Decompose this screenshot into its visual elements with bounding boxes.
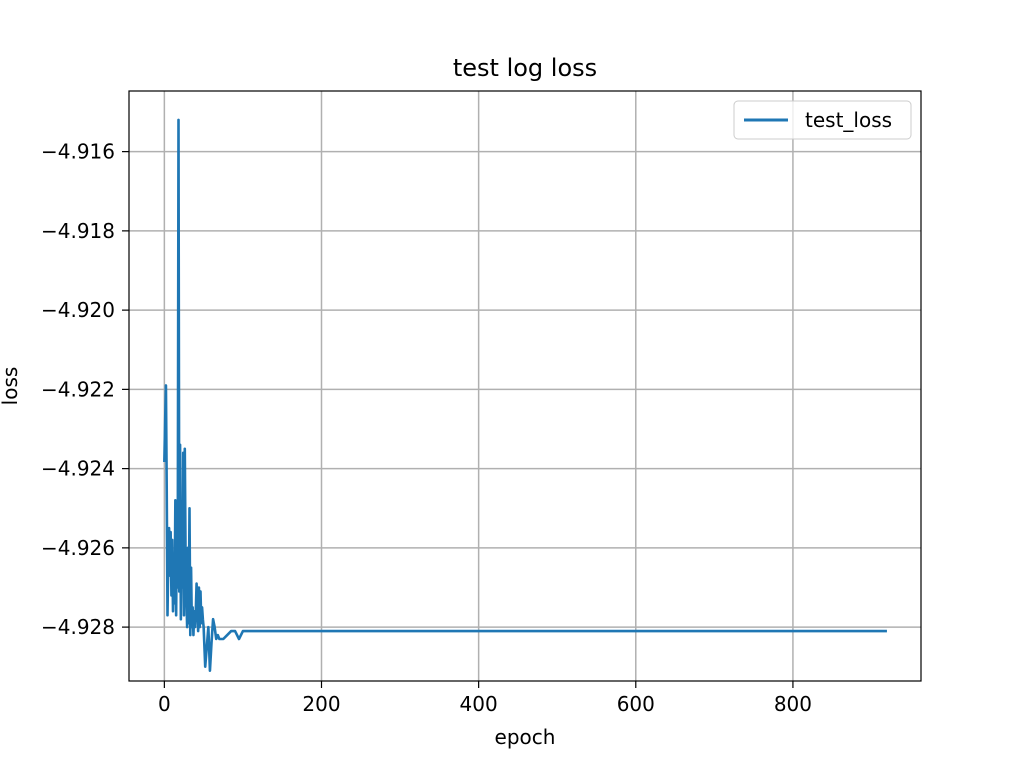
y-tick-label: −4.918 [41, 219, 115, 243]
legend-label: test_loss [805, 108, 892, 132]
y-tick-label: −4.926 [41, 536, 115, 560]
y-tick-label: −4.922 [41, 377, 115, 401]
y-tick-label: −4.924 [41, 457, 115, 481]
y-tick-label: −4.916 [41, 140, 115, 164]
x-axis-label: epoch [495, 725, 556, 749]
y-axis-label: loss [0, 367, 22, 406]
plot-frame [128, 90, 922, 682]
legend-box [733, 100, 912, 140]
x-tick-label: 800 [774, 692, 812, 716]
x-tick-label: 400 [460, 692, 498, 716]
x-axis: 0 200 400 600 800 [158, 681, 812, 716]
x-tick-label: 200 [302, 692, 340, 716]
series-layer [163, 118, 887, 673]
y-tick-label: −4.920 [41, 298, 115, 322]
grid [129, 91, 921, 681]
x-tick-label: 600 [617, 692, 655, 716]
x-tick-label: 0 [158, 692, 171, 716]
y-tick-label: −4.928 [41, 615, 115, 639]
y-axis: −4.916 −4.918 −4.920 −4.922 −4.924 −4.926 −4.9… [41, 140, 129, 639]
series-line-test_loss [163, 118, 887, 673]
chart-title: test log loss [453, 54, 597, 82]
legend: test_loss [733, 100, 912, 140]
